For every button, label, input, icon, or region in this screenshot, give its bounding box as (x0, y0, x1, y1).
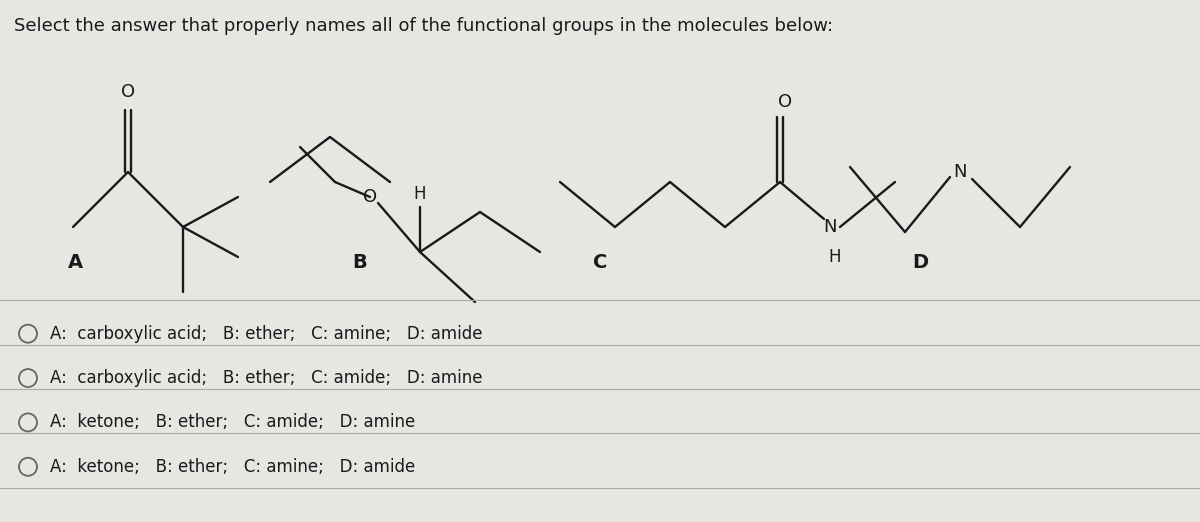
Text: O: O (362, 188, 377, 206)
Text: A:  carboxylic acid;   B: ether;   C: amide;   D: amine: A: carboxylic acid; B: ether; C: amide; … (50, 369, 482, 387)
Text: N: N (953, 163, 967, 181)
Text: H: H (829, 248, 841, 266)
Text: Select the answer that properly names all of the functional groups in the molecu: Select the answer that properly names al… (14, 17, 833, 35)
Text: N: N (823, 218, 836, 236)
Text: A: A (67, 253, 83, 271)
Text: D: D (912, 253, 928, 271)
Text: H: H (414, 185, 426, 203)
Text: A:  carboxylic acid;   B: ether;   C: amine;   D: amide: A: carboxylic acid; B: ether; C: amine; … (50, 325, 482, 342)
Text: B: B (353, 253, 367, 271)
Text: O: O (778, 93, 792, 111)
Text: A:  ketone;   B: ether;   C: amide;   D: amine: A: ketone; B: ether; C: amide; D: amine (50, 413, 415, 431)
Text: C: C (593, 253, 607, 271)
Text: O: O (121, 83, 136, 101)
Text: A:  ketone;   B: ether;   C: amine;   D: amide: A: ketone; B: ether; C: amine; D: amide (50, 458, 415, 476)
